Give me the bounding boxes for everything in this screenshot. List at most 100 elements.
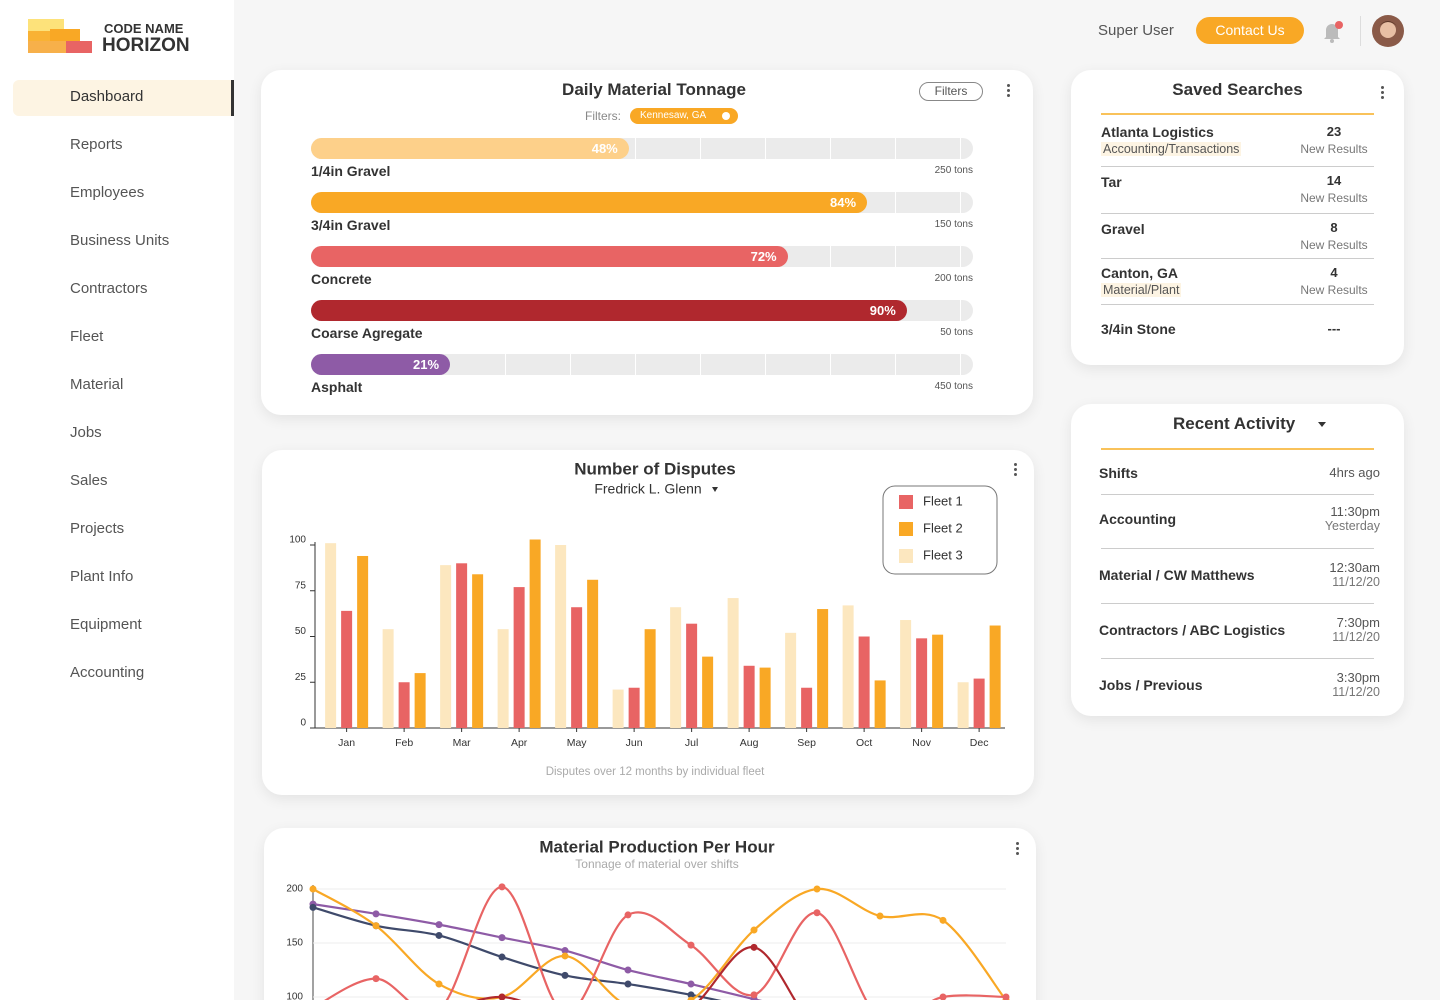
line-point [498,934,506,942]
filter-chip[interactable]: Kennesaw, GA [630,108,738,124]
nav-label[interactable]: Plant Info [70,568,134,585]
line-series [312,906,722,1000]
bar [398,682,410,728]
nav-active-bg [13,80,231,116]
nav-label[interactable]: Business Units [70,232,170,249]
menu-dots[interactable] [1016,842,1020,858]
activity-name[interactable]: Accounting [1099,511,1176,527]
activity-time: 7:30pm [1336,615,1380,630]
line-point [624,980,632,988]
contact-button[interactable]: Contact Us [1196,17,1304,44]
chart-subtitle: Tonnage of material over shifts [575,857,738,871]
search-name[interactable]: Tar [1101,174,1122,190]
menu-dots[interactable] [1014,463,1018,479]
search-name[interactable]: Canton, GA [1101,265,1178,281]
x-tick-label: Apr [511,737,528,749]
activity-date: 11/12/20 [1332,685,1380,699]
avatar[interactable] [1372,15,1404,47]
bar [555,545,567,728]
nav-label[interactable]: Reports [70,136,123,153]
search-note: New Results [1300,142,1368,156]
nav-label[interactable]: Accounting [70,664,145,681]
row-separator [1101,494,1374,495]
filter-chip-text: Kennesaw, GA [640,110,707,121]
subtitle-caret [712,487,718,492]
item-tons: 150 tons [934,219,973,230]
brand-line1: CODE NAME [104,21,184,36]
nav-label[interactable]: Fleet [70,328,104,345]
nav-label[interactable]: Jobs [70,424,102,441]
bar [587,579,599,728]
activity-name[interactable]: Shifts [1099,465,1138,481]
progress-bar [311,192,868,213]
legend-swatch [899,522,913,536]
line-point [813,885,821,893]
line-point [435,931,443,939]
bar [989,625,1001,728]
bar [842,605,854,728]
item-tons: 250 tons [934,165,973,176]
chip-close[interactable] [722,112,730,120]
dropdown-caret[interactable] [1317,421,1327,429]
item-name: Asphalt [311,379,363,395]
bar [900,620,912,728]
search-name[interactable]: 3/4in Stone [1101,321,1176,337]
bell-icon[interactable] [1322,20,1344,44]
nav-label[interactable]: Dashboard [70,88,144,105]
line-point [498,883,506,891]
line-point [939,916,947,924]
filters-button[interactable]: Filters [919,82,983,101]
disputes-chart: Number of Disputes Fredrick L. Glenn Dispu… [289,459,1005,778]
item-name: Concrete [311,271,372,287]
recent-title[interactable]: Recent Activity [1173,414,1296,433]
bar [670,607,682,728]
search-name[interactable]: Gravel [1101,221,1145,237]
nav-label[interactable]: Material [70,376,124,393]
line-point [561,952,569,960]
bar [743,665,755,728]
x-tick-label: Mar [453,737,472,749]
line-point [372,910,380,918]
line-point [750,991,758,999]
card-title: Daily Material Tonnage [562,80,746,99]
activity-name[interactable]: Contractors / ABC Logistics [1099,622,1286,638]
menu-dots[interactable] [1007,84,1011,100]
progress-label: 84% [830,195,857,210]
filter-label: Filters: [585,109,621,123]
line-series [312,903,763,1000]
bar [686,623,698,728]
line-point [687,991,695,999]
row-separator [1101,603,1374,604]
row-separator [1101,304,1374,305]
bar [801,687,813,728]
item-tons: 200 tons [934,273,973,284]
search-tag: Material/Plant [1101,283,1182,297]
sidebar [0,0,234,1000]
legend-label: Fleet 3 [923,547,963,562]
nav-label[interactable]: Projects [70,520,125,537]
row-separator [1101,213,1374,214]
line-point [309,903,317,911]
nav-label[interactable]: Sales [70,472,108,489]
chart-subtitle[interactable]: Fredrick L. Glenn [594,481,701,497]
activity-name[interactable]: Jobs / Previous [1099,677,1203,693]
line-point [498,993,506,1000]
bar [785,632,797,728]
line-point [813,909,821,917]
menu-dots[interactable] [1381,86,1385,102]
nav-label[interactable]: Equipment [70,616,142,633]
bar [916,638,928,728]
nav-label[interactable]: Employees [70,184,145,201]
progress-bar [311,354,451,375]
bar [759,667,771,728]
activity-name[interactable]: Material / CW Matthews [1099,567,1255,583]
x-tick-label: Feb [395,737,413,749]
progress-bar [311,138,629,159]
nav-label[interactable]: Contractors [70,280,148,297]
search-name[interactable]: Atlanta Logistics [1101,124,1214,140]
activity-time: 12:30am [1329,560,1380,575]
item-name: 1/4in Gravel [311,163,391,179]
x-tick-label: Jan [338,737,355,749]
bar [571,607,583,728]
